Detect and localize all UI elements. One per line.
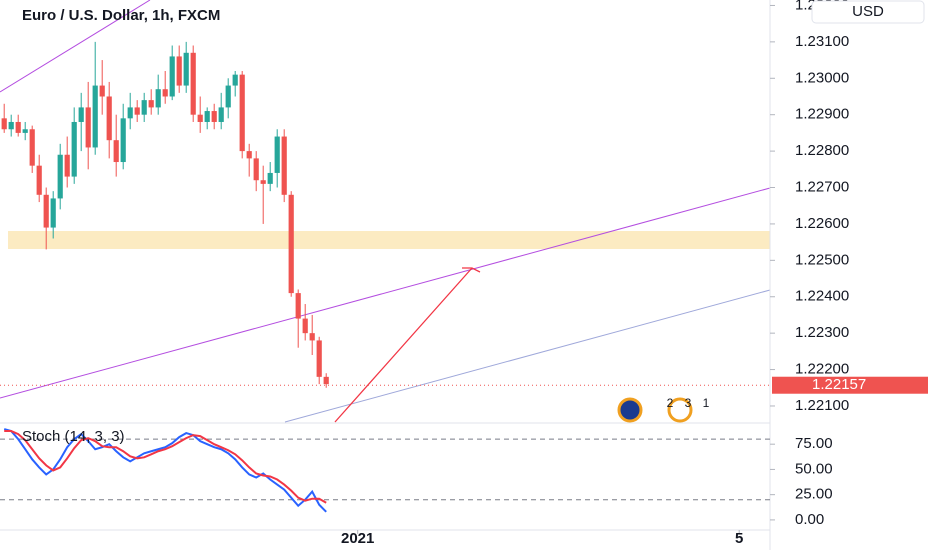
candle-body <box>169 56 175 97</box>
candle-body <box>267 172 273 184</box>
candle-body <box>64 154 70 177</box>
candle-body <box>211 111 217 122</box>
trend-line <box>284 289 771 423</box>
candle-body <box>78 107 84 122</box>
candle-body <box>162 89 168 97</box>
candle-body <box>29 129 35 166</box>
candle-body <box>15 121 21 133</box>
y-tick-label: 1.23100 <box>795 33 849 50</box>
last-price-box <box>772 376 928 394</box>
candle-body <box>323 376 329 385</box>
y-tick-label: 1.23000 <box>795 69 849 86</box>
candle-body <box>183 52 189 86</box>
trend-line <box>0 187 771 399</box>
candle-body <box>71 121 77 177</box>
y-tick-label: 0.00 <box>795 511 824 528</box>
candle-body <box>8 121 14 130</box>
x-tick-label: 2021 <box>341 530 374 547</box>
candle-body <box>85 107 91 148</box>
candle-body <box>218 107 224 122</box>
stoch-line <box>4 430 327 504</box>
candle-body <box>36 165 42 195</box>
candle-body <box>246 151 252 159</box>
y-tick-label: 1.22900 <box>795 106 849 123</box>
candle-body <box>155 89 161 108</box>
stoch-line <box>3 428 327 513</box>
support-zone <box>8 231 770 249</box>
candle-body <box>274 136 280 173</box>
candle-body <box>260 180 266 184</box>
candle-body <box>204 111 210 122</box>
y-tick-label: 75.00 <box>795 435 833 452</box>
candle-body <box>134 107 140 115</box>
candle-body <box>127 107 133 119</box>
candle-body <box>176 56 182 86</box>
y-tick-label: 25.00 <box>795 486 833 503</box>
candle-body <box>57 154 63 199</box>
y-tick-label: 1.22700 <box>795 178 849 195</box>
candle-body <box>43 194 49 228</box>
candle-body <box>253 158 259 181</box>
trend-line <box>0 0 151 93</box>
candle-body <box>99 85 105 97</box>
y-tick-label: 1.22500 <box>795 251 849 268</box>
y-tick-label: 1.22100 <box>795 397 849 414</box>
y-tick-label: 1.22300 <box>795 324 849 341</box>
currency-button[interactable] <box>811 0 925 24</box>
currency-label[interactable]: USD <box>852 3 884 20</box>
indicator-title: Stoch (14, 3, 3) <box>22 428 125 445</box>
y-tick-label: 50.00 <box>795 460 833 477</box>
candle-body <box>197 114 203 122</box>
candle-body <box>281 136 287 195</box>
candle-body <box>225 85 231 108</box>
candle-body <box>141 100 147 115</box>
chart-title: Euro / U.S. Dollar, 1h, FXCM <box>22 7 220 24</box>
x-tick-label: 5 <box>735 530 743 547</box>
last-price-label: 1.22157 <box>812 376 866 393</box>
y-tick-label: 1.22200 <box>795 361 849 378</box>
candle-body <box>120 118 126 163</box>
candle-body <box>295 293 301 319</box>
candle-body <box>113 140 119 163</box>
arrow-head <box>462 267 481 273</box>
candle-body <box>288 194 294 294</box>
candle-body <box>22 129 28 133</box>
arrow-line <box>334 267 473 423</box>
candle-body <box>316 340 322 377</box>
candle-body <box>239 74 245 152</box>
candle-body <box>148 100 154 108</box>
candle-body <box>92 85 98 148</box>
y-tick-label: 1.22600 <box>795 215 849 232</box>
candle-body <box>232 74 238 86</box>
candle-body <box>50 198 56 228</box>
y-tick-label: 1.22400 <box>795 288 849 305</box>
candle-body <box>1 118 7 130</box>
watermark-text: 2 3 1 <box>667 396 714 410</box>
candle-body <box>309 333 315 341</box>
candle-body <box>302 318 308 334</box>
y-tick-label: 1.22800 <box>795 142 849 159</box>
candle-body <box>106 96 112 141</box>
watermark-logo <box>617 397 643 423</box>
watermark-logo <box>667 397 693 423</box>
candle-body <box>190 52 196 115</box>
